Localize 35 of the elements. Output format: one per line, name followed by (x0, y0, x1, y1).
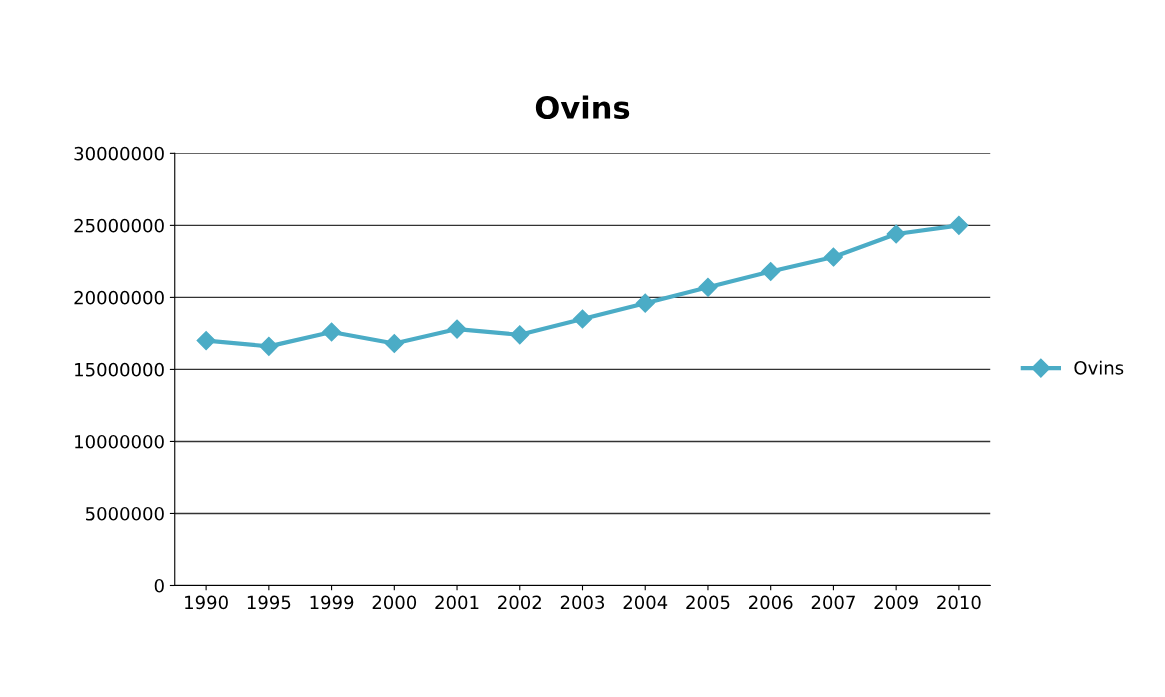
x-tick-label: 2002 (498, 595, 541, 610)
y-tick-label: 0 (154, 578, 164, 593)
x-tick-label: 2006 (749, 595, 793, 610)
x-tick-label: 2000 (372, 595, 417, 610)
y-tick-label: 25000000 (74, 218, 164, 233)
point (196, 331, 216, 351)
point (572, 309, 593, 329)
chart-title: Ovins (535, 95, 630, 120)
point (886, 224, 906, 244)
y-tick-label: 15000000 (75, 362, 164, 377)
y-tick-label: 20000000 (74, 290, 164, 305)
x-tick-label: 1999 (310, 595, 354, 610)
point (510, 325, 530, 345)
x-tick-label: 2004 (623, 595, 668, 610)
legend-label: Ovins (1074, 360, 1124, 375)
point (447, 319, 467, 339)
point (322, 322, 342, 342)
point (949, 215, 969, 235)
point (384, 333, 404, 354)
x-tick-label: 1990 (185, 595, 228, 610)
x-tick-label: 2010 (937, 595, 981, 610)
x-tick-label: 2007 (811, 595, 855, 610)
y-tick-label: 10000000 (75, 434, 164, 449)
point (259, 336, 279, 356)
x-tick-label: 2005 (686, 595, 730, 610)
point (698, 277, 718, 297)
point (823, 247, 843, 267)
point (761, 261, 781, 281)
x-tick-label: 2003 (560, 595, 605, 610)
x-tick-label: 2009 (874, 595, 918, 610)
y-tick-label: 5000000 (86, 506, 164, 521)
y-tick-label: 30000000 (74, 146, 164, 161)
x-tick-label: 1995 (247, 595, 291, 610)
x-tick-label: 2001 (435, 595, 479, 610)
point (635, 293, 655, 313)
